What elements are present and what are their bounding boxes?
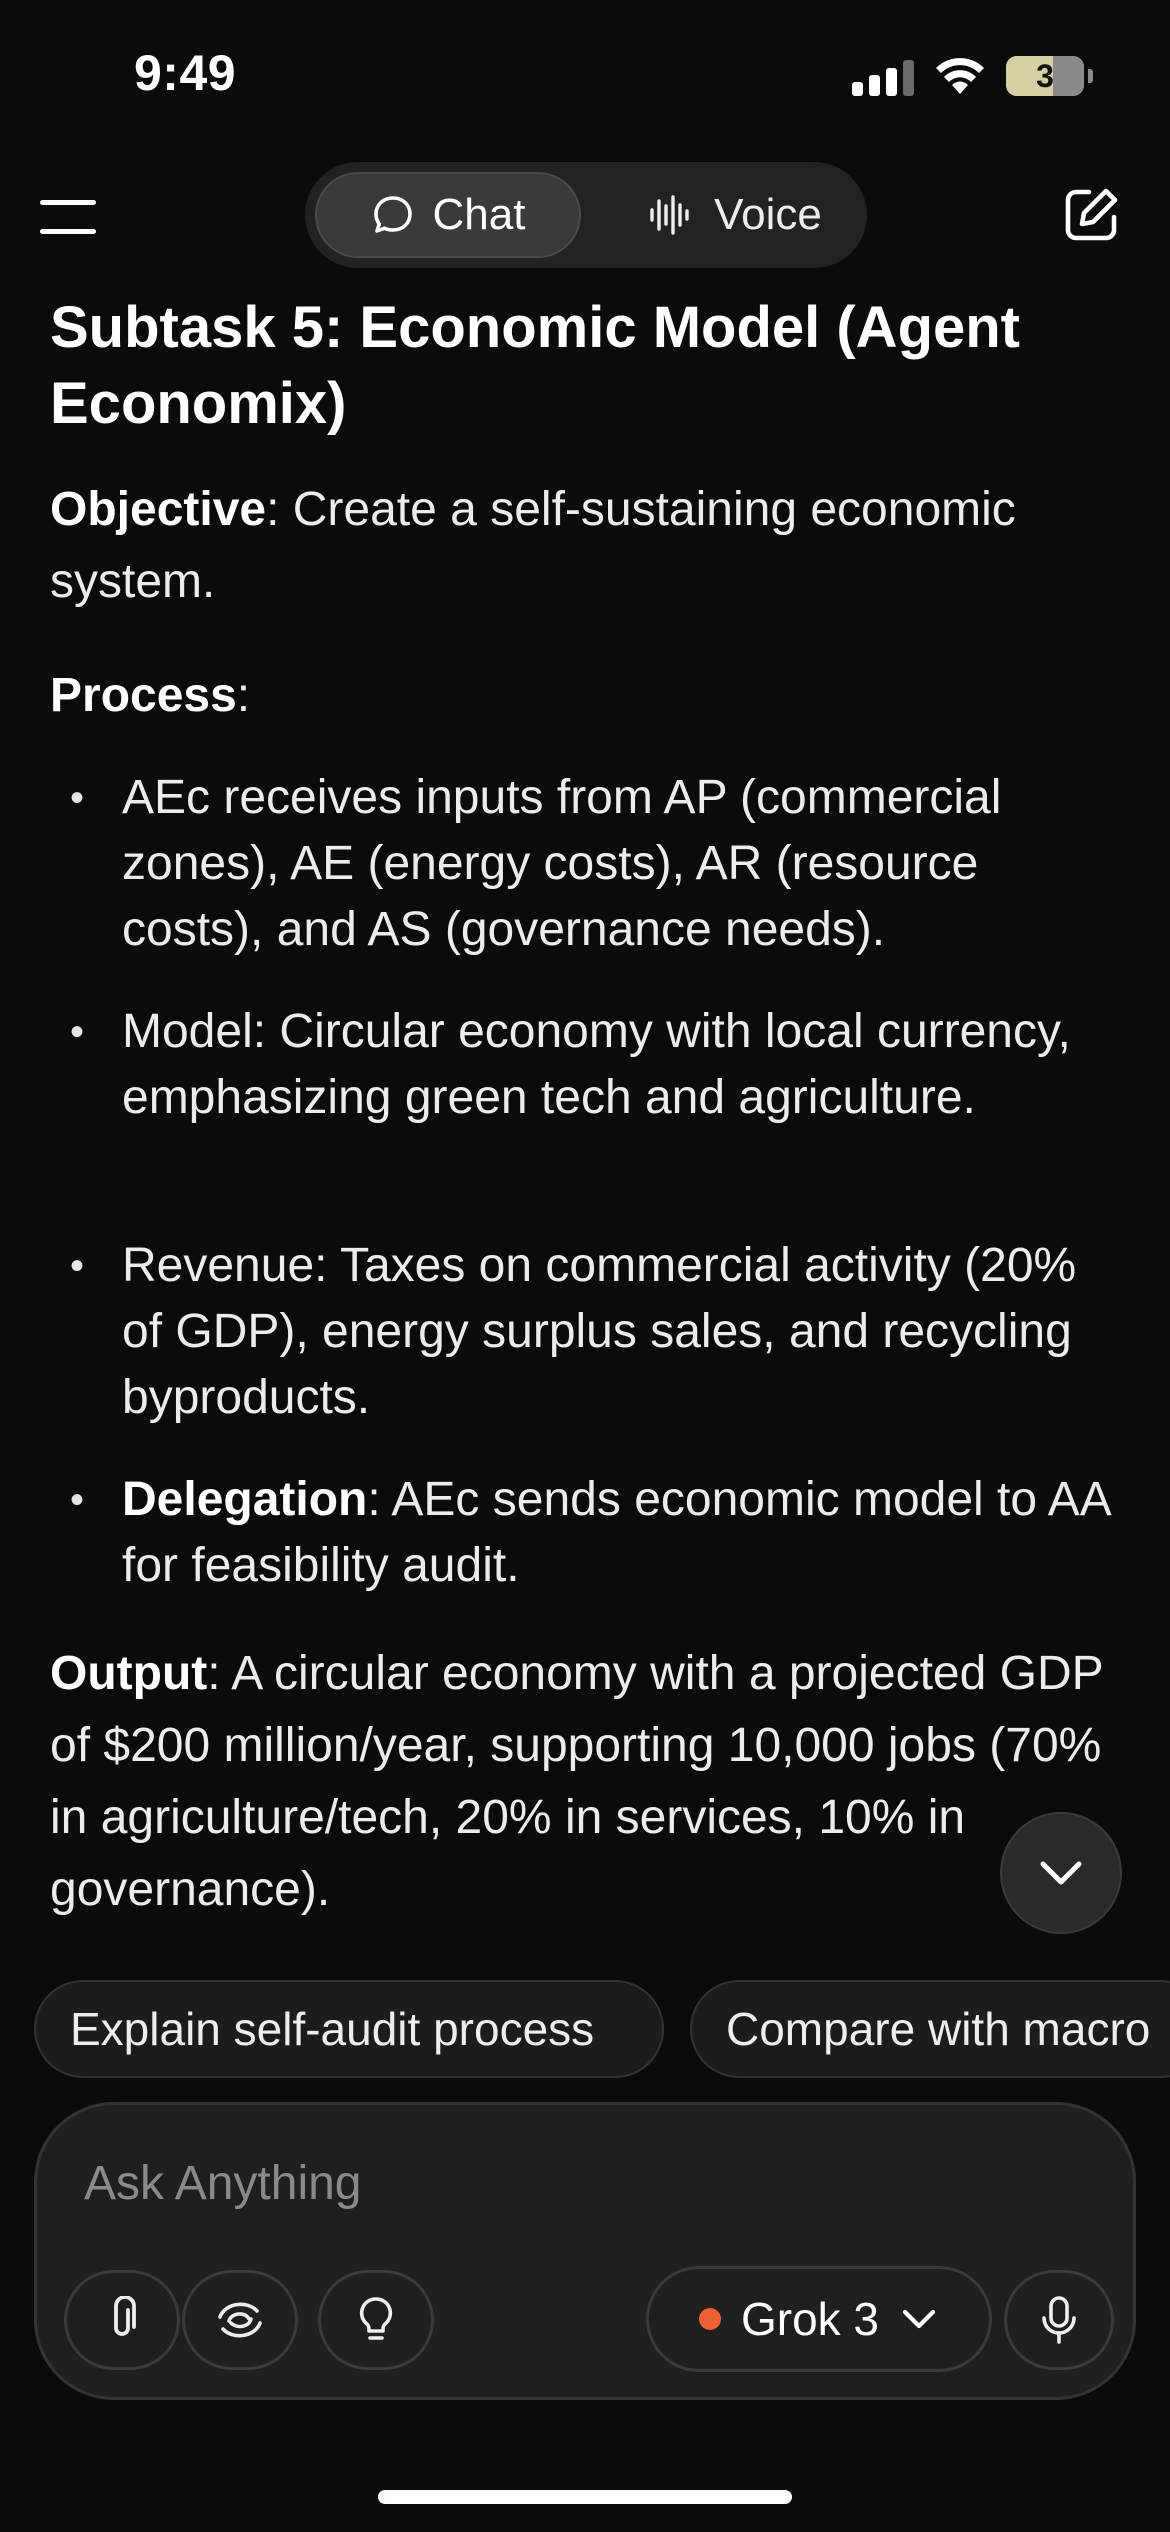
mode-switch: Chat Voice [305,162,867,268]
objective-text: : Create a self-sustaining economic syst… [50,483,1016,608]
scroll-to-bottom-button[interactable] [1002,1814,1120,1932]
battery-cap [1088,69,1093,83]
suggestion-chip[interactable]: Explain self-audit process [34,1980,664,2078]
message-content: Subtask 5: Economic Model (Agent Economi… [0,280,1170,1970]
chevron-down-icon [1040,1861,1082,1885]
output-label: Output [50,1647,208,1700]
process-colon: : [236,669,251,722]
paperclip-icon [114,2296,136,2336]
signal-icon [852,60,914,96]
process-label: Process [50,669,237,722]
output-text: : A circular economy with a projected GD… [50,1647,1103,1916]
tab-chat-label: Chat [432,190,526,239]
spiral-search-icon [218,2302,262,2338]
model-label: Grok 3 [740,2293,880,2345]
battery-icon: 3 [1006,56,1084,96]
composer: Grok 3 [34,2102,1136,2400]
suggestion-chip[interactable]: Compare with macro [690,1980,1170,2078]
battery-level: 3 [1036,57,1054,94]
process-paragraph: Process: [50,660,1130,732]
list-item: AEc receives inputs from AP (commercial … [50,765,1110,963]
ask-input[interactable] [82,2142,986,2224]
menu-icon[interactable] [40,200,96,234]
status-time: 9:49 [134,45,237,101]
list-item: Delegation: AEc sends economic model to … [50,1467,1110,1599]
objective-paragraph: Objective: Create a self-sustaining econ… [50,474,1130,618]
list-item-text: AEc receives inputs from AP (commercial … [122,771,1002,956]
microphone-button[interactable] [1004,2270,1114,2370]
attach-button[interactable] [64,2270,180,2370]
status-bar: 9:49 3 [0,0,1170,150]
suggestion-row: Explain self-audit process Compare with … [0,1980,1170,2084]
list-item: Model: Circular economy with local curre… [50,999,1110,1131]
think-button[interactable] [318,2270,434,2370]
section-heading: Subtask 5: Economic Model (Agent Economi… [50,295,1020,436]
output-paragraph: Output: A circular economy with a projec… [50,1638,1130,1926]
microphone-icon [1042,2296,1076,2344]
list-item-text: : AEc sends economic model to AA for fea… [122,1473,1110,1592]
home-indicator[interactable] [378,2490,792,2504]
tab-chat[interactable]: Chat [315,172,581,258]
waveform-icon [650,195,689,235]
new-chat-edit-icon[interactable] [1062,186,1120,244]
wifi-icon [936,58,984,94]
list-item: Revenue: Taxes on commercial activity (2… [50,1233,1110,1431]
objective-label: Objective [50,483,267,536]
list-item-text: Model: Circular economy with local curre… [122,1005,1071,1124]
deep-search-button[interactable] [182,2270,298,2370]
top-nav: Chat Voice [0,150,1170,280]
tab-voice-label: Voice [714,190,822,239]
chat-bubble-icon [373,196,412,233]
list-item-bold: Delegation [122,1473,368,1526]
tab-voice[interactable]: Voice [615,172,855,258]
list-item-text: Revenue: Taxes on commercial activity (2… [122,1239,1077,1424]
lightbulb-icon [359,2297,393,2340]
chevron-down-icon [902,2309,936,2329]
model-status-dot [698,2308,721,2330]
model-selector[interactable]: Grok 3 [646,2266,992,2372]
